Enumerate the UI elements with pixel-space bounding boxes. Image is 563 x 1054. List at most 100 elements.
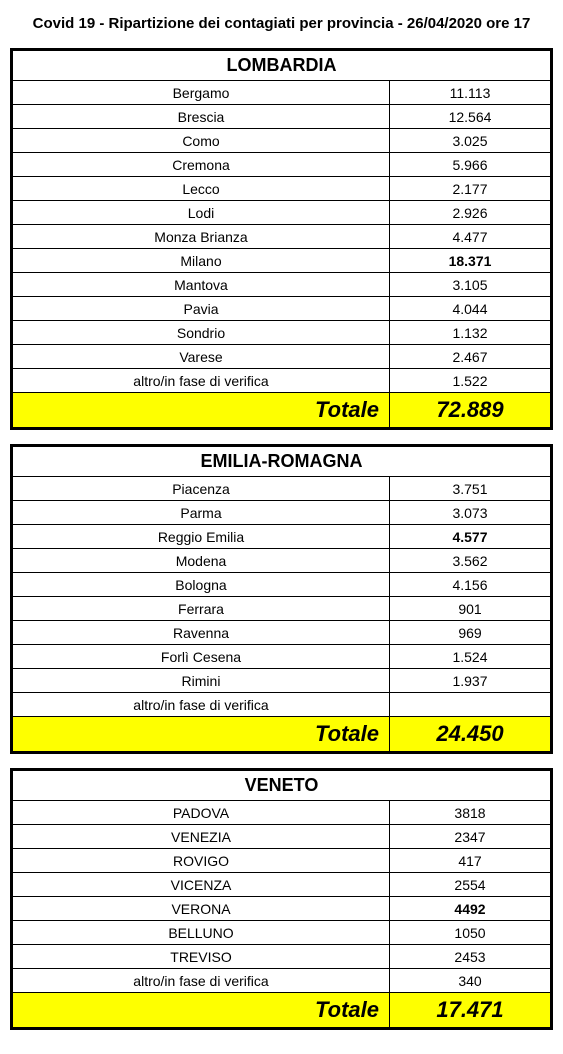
province-value: 2347 xyxy=(390,825,552,849)
province-value: 340 xyxy=(390,969,552,993)
province-value xyxy=(390,693,552,717)
province-name: Forlì Cesena xyxy=(12,645,390,669)
table-row: Rimini1.937 xyxy=(12,669,552,693)
table-row: Varese2.467 xyxy=(12,345,552,369)
table-row: Reggio Emilia4.577 xyxy=(12,525,552,549)
province-value: 3818 xyxy=(390,801,552,825)
province-value: 11.113 xyxy=(390,81,552,105)
total-value: 24.450 xyxy=(390,717,552,753)
table-row: TREVISO2453 xyxy=(12,945,552,969)
province-name: Parma xyxy=(12,501,390,525)
province-value: 2.467 xyxy=(390,345,552,369)
province-name: Mantova xyxy=(12,273,390,297)
province-name: Piacenza xyxy=(12,477,390,501)
province-name: PADOVA xyxy=(12,801,390,825)
province-value: 2554 xyxy=(390,873,552,897)
province-value: 2453 xyxy=(390,945,552,969)
total-row: Totale72.889 xyxy=(12,393,552,429)
table-row: altro/in fase di verifica xyxy=(12,693,552,717)
table-row: Mantova3.105 xyxy=(12,273,552,297)
province-value: 12.564 xyxy=(390,105,552,129)
province-name: Bologna xyxy=(12,573,390,597)
province-name: Varese xyxy=(12,345,390,369)
table-row: Ravenna969 xyxy=(12,621,552,645)
table-row: VICENZA2554 xyxy=(12,873,552,897)
province-name: Rimini xyxy=(12,669,390,693)
province-value: 3.751 xyxy=(390,477,552,501)
total-row: Totale24.450 xyxy=(12,717,552,753)
province-value: 4.044 xyxy=(390,297,552,321)
total-value: 17.471 xyxy=(390,993,552,1029)
province-value: 5.966 xyxy=(390,153,552,177)
province-name: Monza Brianza xyxy=(12,225,390,249)
table-row: Parma3.073 xyxy=(12,501,552,525)
table-row: Bergamo11.113 xyxy=(12,81,552,105)
region-table: VENETOPADOVA3818VENEZIA2347ROVIGO417VICE… xyxy=(10,768,553,1030)
total-label: Totale xyxy=(12,993,390,1029)
province-name: ROVIGO xyxy=(12,849,390,873)
table-row: Sondrio1.132 xyxy=(12,321,552,345)
table-row: Forlì Cesena1.524 xyxy=(12,645,552,669)
province-value: 4492 xyxy=(390,897,552,921)
province-name: VENEZIA xyxy=(12,825,390,849)
province-name: TREVISO xyxy=(12,945,390,969)
table-row: Pavia4.044 xyxy=(12,297,552,321)
province-name: Modena xyxy=(12,549,390,573)
region-name: EMILIA-ROMAGNA xyxy=(12,446,552,477)
total-label: Totale xyxy=(12,393,390,429)
province-value: 1.937 xyxy=(390,669,552,693)
table-row: altro/in fase di verifica340 xyxy=(12,969,552,993)
province-value: 4.577 xyxy=(390,525,552,549)
province-name: Como xyxy=(12,129,390,153)
table-row: Como3.025 xyxy=(12,129,552,153)
province-name: Reggio Emilia xyxy=(12,525,390,549)
province-name: Sondrio xyxy=(12,321,390,345)
table-row: altro/in fase di verifica1.522 xyxy=(12,369,552,393)
province-value: 3.562 xyxy=(390,549,552,573)
province-name: Bergamo xyxy=(12,81,390,105)
table-row: Cremona5.966 xyxy=(12,153,552,177)
province-value: 18.371 xyxy=(390,249,552,273)
province-name: Lecco xyxy=(12,177,390,201)
table-row: Milano18.371 xyxy=(12,249,552,273)
table-row: Lodi2.926 xyxy=(12,201,552,225)
province-name: altro/in fase di verifica xyxy=(12,969,390,993)
province-name: BELLUNO xyxy=(12,921,390,945)
province-name: Ferrara xyxy=(12,597,390,621)
table-row: VENEZIA2347 xyxy=(12,825,552,849)
region-name: LOMBARDIA xyxy=(12,50,552,81)
table-row: Bologna4.156 xyxy=(12,573,552,597)
province-value: 417 xyxy=(390,849,552,873)
region-name: VENETO xyxy=(12,770,552,801)
province-name: Brescia xyxy=(12,105,390,129)
province-value: 901 xyxy=(390,597,552,621)
province-name: Pavia xyxy=(12,297,390,321)
table-row: Monza Brianza4.477 xyxy=(12,225,552,249)
table-row: Modena3.562 xyxy=(12,549,552,573)
province-name: Milano xyxy=(12,249,390,273)
province-value: 1.522 xyxy=(390,369,552,393)
province-value: 1050 xyxy=(390,921,552,945)
table-row: Brescia12.564 xyxy=(12,105,552,129)
province-value: 3.105 xyxy=(390,273,552,297)
province-value: 4.156 xyxy=(390,573,552,597)
province-value: 2.926 xyxy=(390,201,552,225)
province-value: 2.177 xyxy=(390,177,552,201)
province-name: altro/in fase di verifica xyxy=(12,369,390,393)
province-value: 3.025 xyxy=(390,129,552,153)
total-value: 72.889 xyxy=(390,393,552,429)
total-label: Totale xyxy=(12,717,390,753)
province-name: Lodi xyxy=(12,201,390,225)
province-value: 4.477 xyxy=(390,225,552,249)
table-row: Piacenza3.751 xyxy=(12,477,552,501)
table-row: PADOVA3818 xyxy=(12,801,552,825)
province-name: VERONA xyxy=(12,897,390,921)
province-value: 1.524 xyxy=(390,645,552,669)
table-row: VERONA4492 xyxy=(12,897,552,921)
region-table: LOMBARDIABergamo11.113Brescia12.564Como3… xyxy=(10,48,553,430)
tables-container: LOMBARDIABergamo11.113Brescia12.564Como3… xyxy=(10,48,553,1030)
province-value: 3.073 xyxy=(390,501,552,525)
province-name: VICENZA xyxy=(12,873,390,897)
page-title: Covid 19 - Ripartizione dei contagiati p… xyxy=(10,14,553,34)
province-value: 969 xyxy=(390,621,552,645)
